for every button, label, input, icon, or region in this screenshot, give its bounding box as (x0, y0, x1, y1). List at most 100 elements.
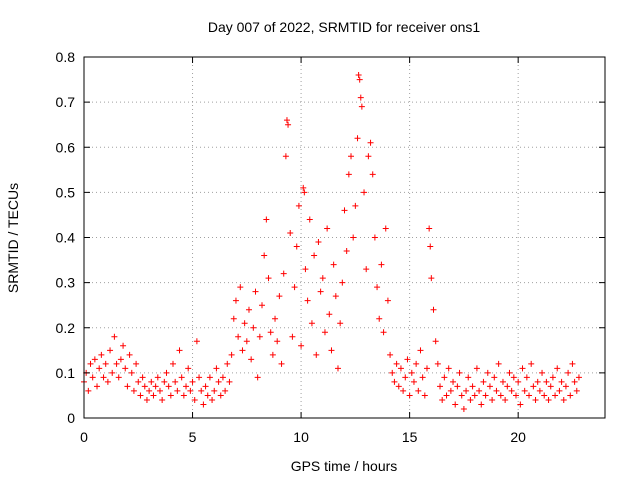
data-point (355, 72, 362, 79)
data-point (167, 392, 174, 399)
data-point (408, 369, 415, 376)
y-tick-label: 0.8 (56, 49, 76, 65)
data-point (423, 365, 430, 372)
data-point (133, 360, 140, 367)
data-point (421, 392, 428, 399)
data-point (469, 383, 476, 390)
chart-title: Day 007 of 2022, SRMTID for receiver ons… (208, 19, 481, 35)
data-point (150, 392, 157, 399)
data-point (573, 387, 580, 394)
data-point (206, 374, 213, 381)
data-point (363, 266, 370, 273)
data-point (482, 392, 489, 399)
data-point (541, 392, 548, 399)
data-point (460, 405, 467, 412)
data-point (139, 374, 146, 381)
data-point (406, 392, 413, 399)
data-point (437, 383, 444, 390)
data-point (402, 374, 409, 381)
data-point (560, 396, 567, 403)
data-point (230, 315, 237, 322)
data-point (211, 387, 218, 394)
data-point (326, 311, 333, 318)
data-point (328, 347, 335, 354)
data-point (98, 351, 105, 358)
data-point (552, 392, 559, 399)
data-point (458, 392, 465, 399)
data-point (122, 365, 129, 372)
data-point (245, 306, 252, 313)
data-point (410, 378, 417, 385)
data-point (532, 396, 539, 403)
data-point (85, 387, 92, 394)
data-point (137, 392, 144, 399)
data-point (480, 378, 487, 385)
data-point (183, 383, 190, 390)
data-point (100, 374, 107, 381)
data-point (558, 378, 565, 385)
data-point (154, 374, 161, 381)
data-point (126, 351, 133, 358)
data-point (311, 252, 318, 259)
y-tick-label: 0.4 (56, 230, 76, 246)
data-point (534, 378, 541, 385)
data-point (202, 383, 209, 390)
data-point (499, 378, 506, 385)
data-point (382, 225, 389, 232)
data-point (174, 387, 181, 394)
x-tick-label: 5 (189, 429, 197, 445)
data-point (267, 329, 274, 336)
data-point (269, 351, 276, 358)
data-point (508, 387, 515, 394)
data-point (120, 342, 127, 349)
data-point (159, 396, 166, 403)
data-point (443, 392, 450, 399)
data-point (450, 378, 457, 385)
data-point (222, 387, 229, 394)
data-point (124, 383, 131, 390)
data-point (371, 234, 378, 241)
data-point (187, 387, 194, 394)
data-point (196, 374, 203, 381)
data-point (89, 374, 96, 381)
data-point (519, 365, 526, 372)
data-point (189, 378, 196, 385)
data-point (517, 401, 524, 408)
data-point (554, 365, 561, 372)
data-points (81, 72, 582, 412)
data-point (556, 387, 563, 394)
data-point (380, 329, 387, 336)
data-point (404, 356, 411, 363)
data-point (515, 378, 522, 385)
data-point (352, 202, 359, 209)
x-tick-label: 10 (293, 429, 309, 445)
data-point (280, 270, 287, 277)
data-point (219, 374, 226, 381)
data-point (528, 360, 535, 367)
data-point (543, 378, 550, 385)
data-point (486, 383, 493, 390)
data-point (491, 374, 498, 381)
data-point (148, 378, 155, 385)
data-point (526, 392, 533, 399)
data-point (489, 396, 496, 403)
data-point (478, 401, 485, 408)
data-point (135, 378, 142, 385)
data-point (248, 356, 255, 363)
data-point (128, 369, 135, 376)
data-point (369, 171, 376, 178)
data-point (345, 171, 352, 178)
data-point (209, 396, 216, 403)
data-point (170, 360, 177, 367)
data-point (263, 216, 270, 223)
y-tick-label: 0.3 (56, 275, 76, 291)
data-point (565, 369, 572, 376)
data-point (152, 383, 159, 390)
data-point (343, 248, 350, 255)
x-tick-label: 15 (402, 429, 418, 445)
data-point (141, 383, 148, 390)
data-point (415, 387, 422, 394)
data-point (378, 261, 385, 268)
